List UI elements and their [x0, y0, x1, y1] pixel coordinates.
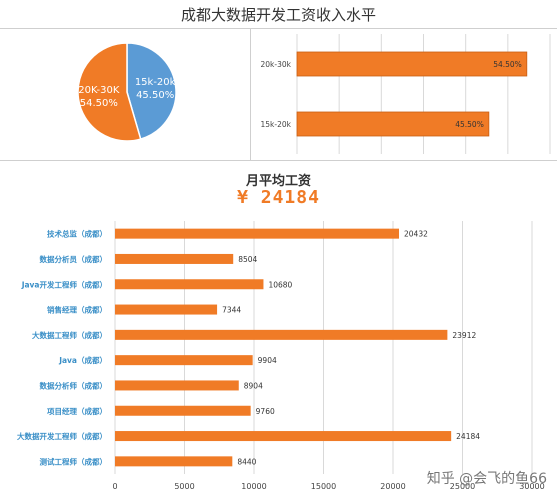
salary-value-label: 24184 [456, 432, 480, 441]
salary-bar-5 [115, 329, 448, 340]
divider-top [0, 28, 557, 29]
salary-value-label: 8440 [237, 457, 256, 466]
range-category-label: 15k-20k [261, 120, 292, 129]
salary-value-label: 9760 [256, 407, 275, 416]
salary-value-label: 7344 [222, 306, 241, 315]
salary-bar-1 [115, 228, 400, 239]
salary-category-label: 项目经理（成都） [47, 406, 107, 416]
salary-x-tick-label: 20000 [380, 482, 405, 491]
salary-category-label: Java（成都） [58, 355, 107, 365]
salary-category-label: 大数据开发工程师（成都） [17, 431, 107, 441]
salary-value-label: 20432 [404, 230, 428, 239]
range-value-label: 54.50% [493, 60, 522, 69]
pie-chart: 15k-20k 45.50% 20K-30K 54.50% [77, 42, 177, 142]
pie-slice-1 [126, 42, 177, 140]
salary-category-label: Java开发工程师（成都） [21, 279, 107, 289]
salary-value-label: 8504 [238, 255, 257, 264]
salary-value-label: 8904 [244, 381, 263, 390]
salary-category-label: 大数据工程师（成都） [32, 330, 107, 340]
salary-bar-4 [115, 304, 218, 315]
salary-x-tick-label: 30000 [519, 482, 544, 491]
salary-x-tick-label: 10000 [241, 482, 266, 491]
salary-bar-10 [115, 456, 233, 467]
salary-value-label: 10680 [268, 280, 292, 289]
salary-category-label: 数据分析师（成都） [40, 380, 108, 390]
salary-category-label: 数据分析员（成都） [40, 254, 108, 264]
watermark: 知乎 @会飞的鱼66 [426, 471, 547, 487]
pie-label-value: 45.50% [136, 90, 174, 101]
page-title: 成都大数据开发工资收入水平 [180, 6, 376, 24]
salary-category-label: 测试工程师（成都） [40, 456, 108, 466]
pie-label-name: 20K-30K [78, 85, 120, 96]
salary-bar-8 [115, 405, 251, 416]
salary-x-tick-label: 25000 [450, 482, 475, 491]
salary-category-label: 销售经理（成都） [47, 305, 107, 315]
salary-bar-3 [115, 279, 264, 290]
divider-middle [0, 160, 557, 161]
salary-x-tick-label: 0 [112, 482, 117, 491]
range-bar-2 [296, 111, 490, 137]
salary-bar-chart: 0 5000 10000 15000 20000 25000 30000 技术总监（成都） 20… [17, 221, 545, 491]
pie-slice-2 [77, 42, 142, 142]
highlight-salary-value: ¥ 24184 [237, 187, 320, 208]
pie-label-value: 54.50% [80, 98, 118, 109]
divider-vertical [250, 28, 251, 160]
salary-x-tick-label: 15000 [311, 482, 336, 491]
range-bar-chart: 20k-30k 54.50% 15k-20k 45.50% [261, 34, 551, 154]
salary-value-label: 23912 [452, 331, 476, 340]
salary-x-tick-label: 5000 [174, 482, 194, 491]
pie-label-name: 15k-20k [135, 77, 176, 88]
salary-bar-2 [115, 253, 234, 264]
salary-category-label: 技术总监（成都） [47, 229, 107, 239]
salary-bar-9 [115, 431, 452, 442]
range-value-label: 45.50% [455, 120, 484, 129]
range-category-label: 20k-30k [261, 60, 292, 69]
range-bar-1 [296, 51, 528, 77]
salary-value-label: 9904 [258, 356, 277, 365]
salary-bar-7 [115, 380, 239, 391]
salary-bar-6 [115, 355, 253, 366]
salary-chart-title: 月平均工资 [245, 174, 311, 189]
